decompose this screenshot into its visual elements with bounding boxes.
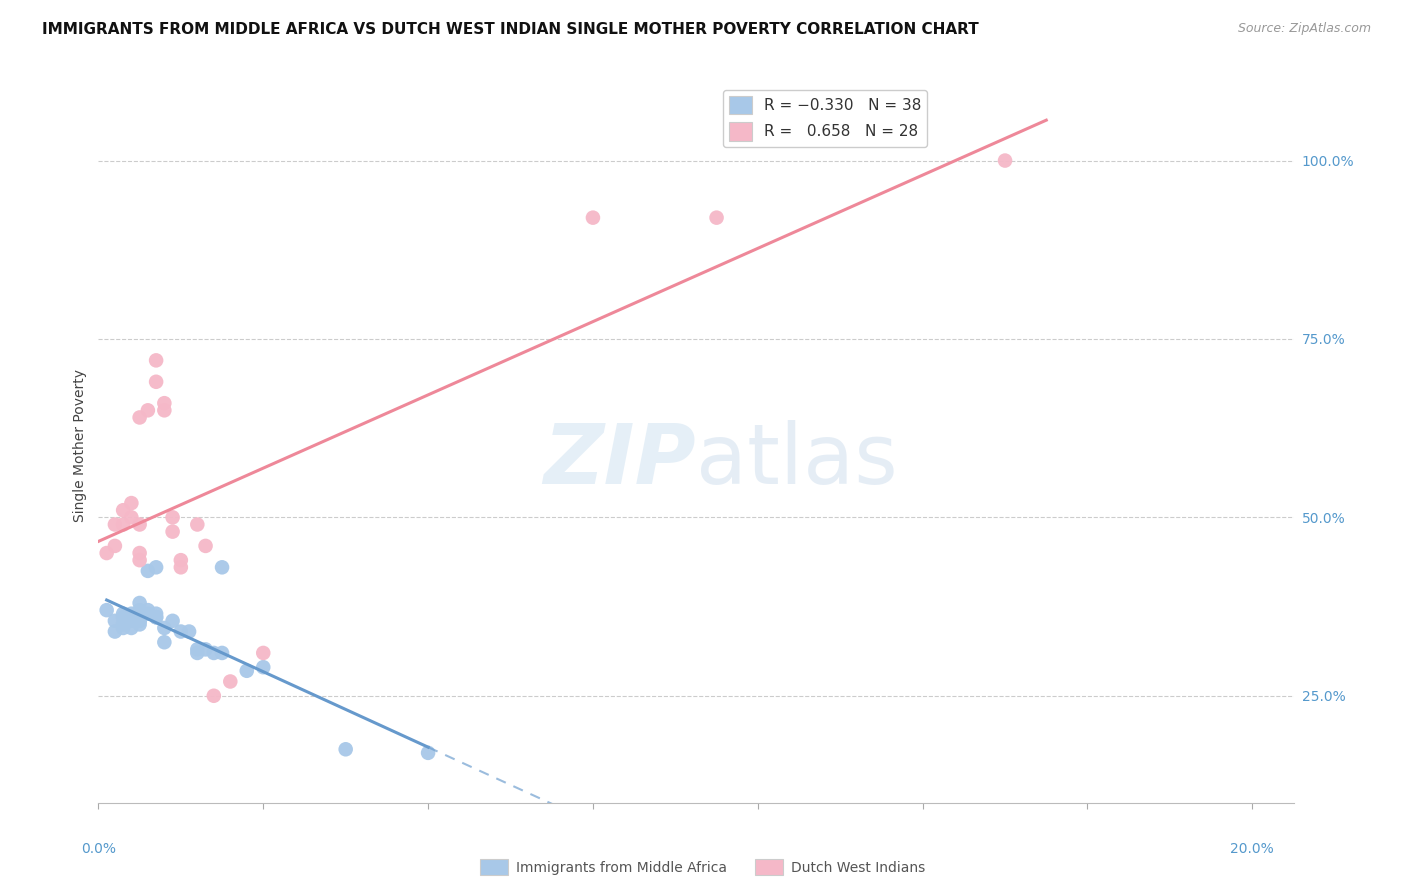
Text: 0.0%: 0.0% xyxy=(82,842,115,856)
Point xyxy=(145,560,167,574)
Point xyxy=(194,539,217,553)
Point xyxy=(211,560,233,574)
Point xyxy=(128,517,150,532)
Legend: R = −0.330   N = 38, R =   0.658   N = 28: R = −0.330 N = 38, R = 0.658 N = 28 xyxy=(723,90,928,147)
Point xyxy=(145,375,167,389)
Point xyxy=(96,546,118,560)
Point xyxy=(170,553,193,567)
Legend: Immigrants from Middle Africa, Dutch West Indians: Immigrants from Middle Africa, Dutch Wes… xyxy=(475,854,931,880)
Point xyxy=(416,746,439,760)
Point xyxy=(706,211,728,225)
Point xyxy=(162,510,184,524)
Point xyxy=(104,517,127,532)
Point xyxy=(162,524,184,539)
Point xyxy=(994,153,1017,168)
Point xyxy=(104,614,127,628)
Point xyxy=(128,603,150,617)
Point xyxy=(128,614,150,628)
Point xyxy=(136,607,159,621)
Point xyxy=(120,610,142,624)
Point xyxy=(128,546,150,560)
Text: Source: ZipAtlas.com: Source: ZipAtlas.com xyxy=(1237,22,1371,36)
Point xyxy=(120,607,142,621)
Point xyxy=(153,635,176,649)
Point xyxy=(112,503,135,517)
Point xyxy=(186,642,208,657)
Point xyxy=(128,596,150,610)
Point xyxy=(252,646,274,660)
Point xyxy=(202,646,225,660)
Point xyxy=(96,603,118,617)
Point xyxy=(136,564,159,578)
Point xyxy=(335,742,357,756)
Point xyxy=(162,614,184,628)
Point xyxy=(153,621,176,635)
Point xyxy=(128,553,150,567)
Point xyxy=(104,539,127,553)
Point xyxy=(112,607,135,621)
Text: ZIP: ZIP xyxy=(543,420,696,500)
Point xyxy=(177,624,200,639)
Point xyxy=(120,496,142,510)
Point xyxy=(236,664,259,678)
Point xyxy=(128,614,150,628)
Point xyxy=(211,646,233,660)
Y-axis label: Single Mother Poverty: Single Mother Poverty xyxy=(73,369,87,523)
Point xyxy=(112,517,135,532)
Point xyxy=(153,403,176,417)
Text: atlas: atlas xyxy=(696,420,897,500)
Text: IMMIGRANTS FROM MIDDLE AFRICA VS DUTCH WEST INDIAN SINGLE MOTHER POVERTY CORRELA: IMMIGRANTS FROM MIDDLE AFRICA VS DUTCH W… xyxy=(42,22,979,37)
Text: 20.0%: 20.0% xyxy=(1230,842,1274,856)
Point xyxy=(112,617,135,632)
Point xyxy=(582,211,605,225)
Point xyxy=(128,410,150,425)
Point xyxy=(153,396,176,410)
Point xyxy=(112,621,135,635)
Point xyxy=(120,510,142,524)
Point xyxy=(128,617,150,632)
Point xyxy=(120,614,142,628)
Point xyxy=(194,642,217,657)
Point xyxy=(145,607,167,621)
Point xyxy=(219,674,242,689)
Point xyxy=(170,624,193,639)
Point xyxy=(145,610,167,624)
Point xyxy=(202,689,225,703)
Point xyxy=(145,610,167,624)
Point xyxy=(128,610,150,624)
Point xyxy=(252,660,274,674)
Point xyxy=(186,646,208,660)
Point xyxy=(145,353,167,368)
Point xyxy=(170,560,193,574)
Point xyxy=(186,517,208,532)
Point xyxy=(120,621,142,635)
Point xyxy=(136,603,159,617)
Point xyxy=(112,610,135,624)
Point xyxy=(136,403,159,417)
Point xyxy=(104,624,127,639)
